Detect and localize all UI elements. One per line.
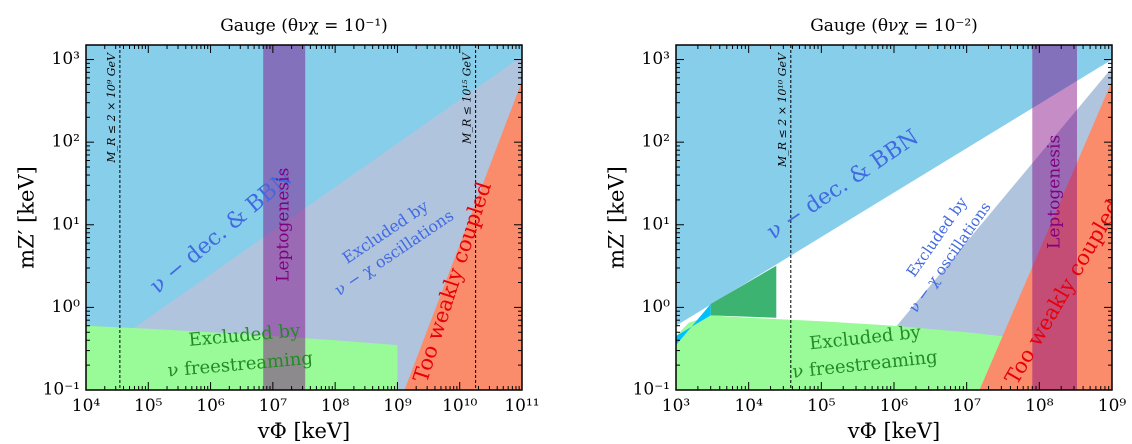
y-tick-label: 10³ (642, 49, 670, 69)
tick-marks (675, 45, 1113, 391)
region-leptogenesis (1032, 45, 1077, 390)
y-tick-label: 10³ (52, 49, 80, 69)
x-axis-label: vΦ [keV] (257, 419, 350, 443)
mr-bound-label: M_R ≤ 2 × 10⁹ GeV (105, 52, 118, 164)
y-tick-label: 10⁰ (52, 297, 81, 317)
x-tick-label: 10⁹ (1098, 396, 1127, 416)
x-tick-label: 10⁷ (259, 396, 288, 416)
x-tick-label: 10¹⁰ (442, 396, 477, 416)
x-tick-label: 10⁸ (321, 396, 350, 416)
region-excluded-by-freestreaming (676, 315, 1040, 390)
x-tick-label: 10⁶ (880, 396, 909, 416)
region-unlabeled-4 (710, 265, 777, 318)
region-excluded-by-freestreaming (86, 325, 398, 390)
x-tick-label: 10⁶ (196, 396, 225, 416)
region-leptogenesis (263, 45, 306, 390)
x-axis-label: vΦ [keV] (847, 419, 940, 443)
y-axis-label: mZ′ [keV] (15, 166, 39, 269)
mr-bound-label: M_R ≤ 10¹⁵ GeV (461, 52, 474, 145)
y-tick-label: 10² (52, 132, 80, 152)
x-tick-label: 10⁵ (134, 396, 163, 416)
x-tick-label: 10³ (662, 396, 690, 416)
x-tick-label: 10⁴ (734, 396, 763, 416)
y-axis-label: mZ′ [keV] (605, 166, 629, 269)
region-dec-bbn (676, 45, 1112, 326)
mr-bound-label: M_R ≤ 2 × 10¹⁰ GeV (776, 52, 789, 168)
region-label: Leptogenesis (1045, 135, 1065, 249)
region-too-weakly-coupled (404, 81, 522, 390)
region-label: Leptogenesis (273, 168, 293, 282)
y-tick-label: 10¹ (52, 214, 80, 234)
y-tick-label: 10⁻¹ (633, 380, 670, 400)
x-tick-label: 10¹¹ (504, 396, 539, 416)
y-tick-label: 10¹ (642, 214, 670, 234)
x-tick-label: 10⁴ (72, 396, 101, 416)
chart-title: Gauge (θνχ = 10⁻²) (810, 16, 978, 36)
y-tick-label: 10² (642, 132, 670, 152)
chart-title: Gauge (θνχ = 10⁻¹) (220, 16, 388, 36)
region-unlabeled-3 (676, 304, 711, 346)
x-tick-label: 10⁸ (1025, 396, 1054, 416)
region-dec-bbn (86, 45, 522, 362)
y-tick-label: 10⁻¹ (43, 380, 80, 400)
tick-marks (85, 45, 523, 391)
axes-frame (85, 44, 523, 391)
x-tick-label: 10⁹ (383, 396, 412, 416)
region-too-weakly-coupled (979, 81, 1112, 390)
x-tick-label: 10⁷ (952, 396, 981, 416)
y-tick-label: 10⁰ (642, 297, 671, 317)
x-tick-label: 10⁵ (807, 396, 836, 416)
